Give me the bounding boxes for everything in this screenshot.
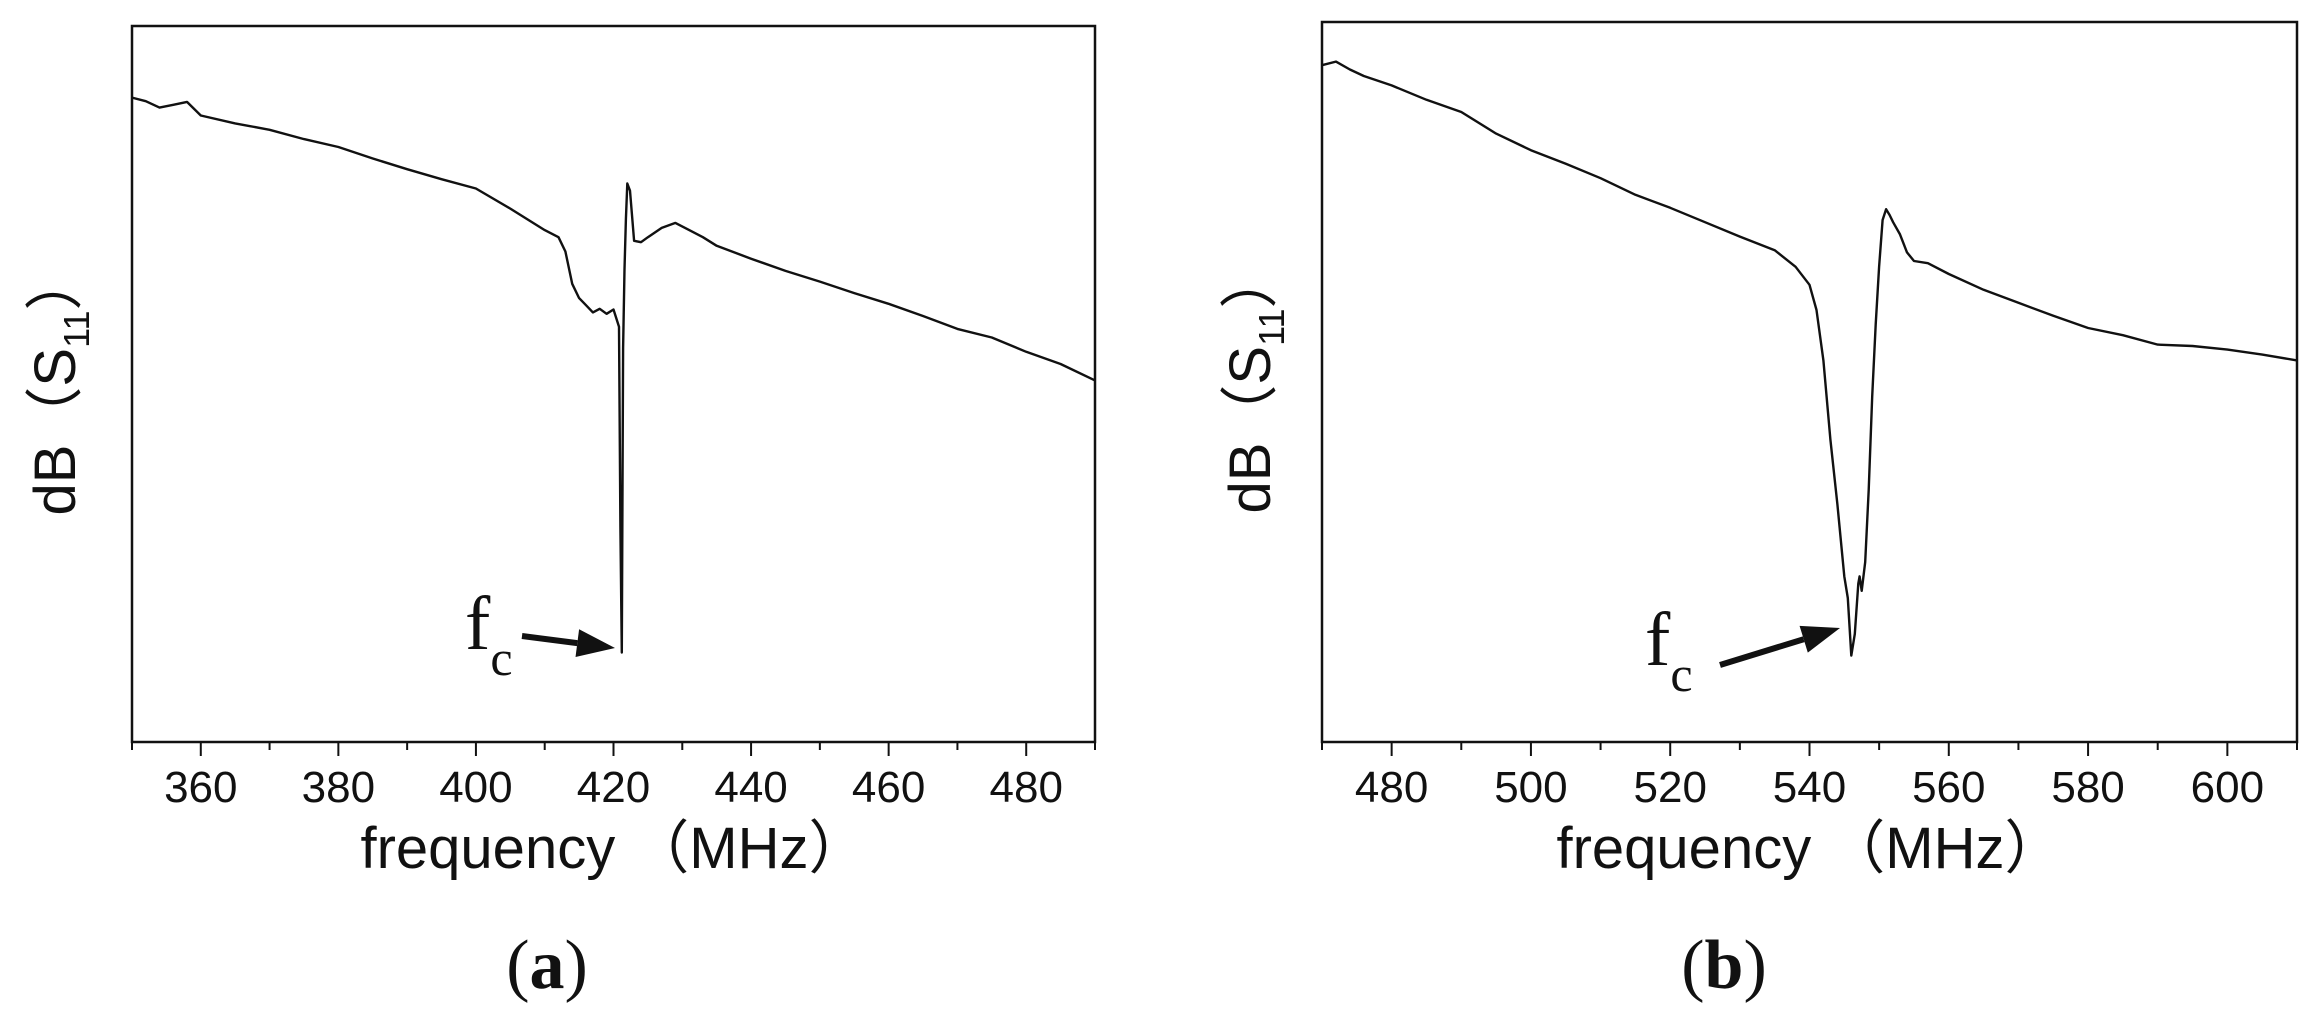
chart-a-fc-annotation: fc [465, 582, 513, 686]
chart-a-panel-label: (a) [506, 927, 588, 1004]
chart-b-s11-line [1321, 60, 2298, 657]
chart-a-fc-arrow-head [575, 629, 615, 658]
chart-a-x-axis-label: frequency （MHz） [360, 816, 866, 881]
chart-a-x-tick-label: 480 [990, 763, 1063, 812]
chart-a-x-tick-label: 400 [439, 763, 512, 812]
chart-b-fc-arrow-shaft [1719, 636, 1805, 668]
chart-panel-b: 480 500 520 540 560 580 600 frequency （MHz） dB（S… [1218, 20, 2299, 1004]
chart-b-x-tick-label: 480 [1355, 763, 1428, 812]
chart-b-fc-arrow-head [1799, 625, 1840, 653]
chart-b-x-axis-label: frequency （MHz） [1556, 816, 2062, 881]
chart-a-y-axis-label: dB（S11） [23, 252, 97, 515]
chart-b-y-axis-label: dB（S11） [1218, 250, 1292, 513]
chart-a-plot-frame [130, 24, 1097, 744]
chart-b-panel-label: (b) [1681, 927, 1767, 1004]
chart-b-x-tick-label: 500 [1494, 763, 1567, 812]
chart-a-fc-arrow-shaft [521, 633, 578, 647]
chart-a-x-tick-label: 360 [164, 763, 237, 812]
chart-b-x-tick-label: 600 [2191, 763, 2264, 812]
chart-b-fc-annotation: fc [1645, 598, 1693, 702]
chart-panel-a: 360 380 400 420 440 460 480 frequency （MHz） dB（S… [23, 24, 1097, 1004]
chart-b-x-tick-label: 560 [1912, 763, 1985, 812]
chart-a-x-tick-label: 420 [577, 763, 650, 812]
chart-a-x-tick-label: 460 [852, 763, 925, 812]
chart-b-x-tick-label: 520 [1634, 763, 1707, 812]
chart-a-s11-line [131, 96, 1096, 654]
chart-b-x-tick-label: 580 [2051, 763, 2124, 812]
chart-a-x-tick-label: 380 [302, 763, 375, 812]
chart-b-x-tick-label: 540 [1773, 763, 1846, 812]
chart-a-x-tick-label: 440 [714, 763, 787, 812]
